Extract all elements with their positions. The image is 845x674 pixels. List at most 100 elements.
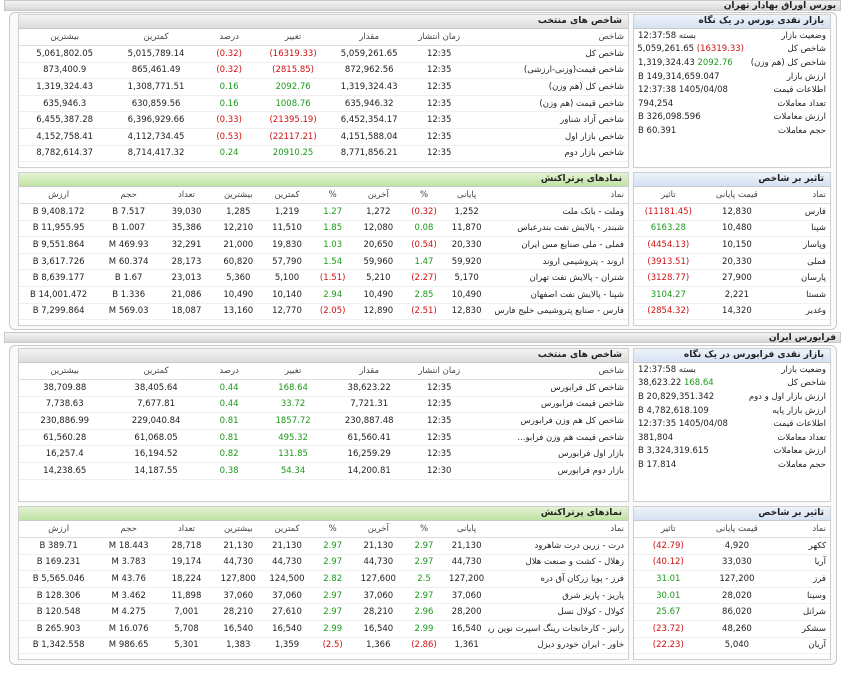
thead: شاخص زمان انتشار مقدار تغییر درصد کمترین بیشتر…: [19, 363, 628, 380]
header-row: نماد پایانی% آخرین% کمترین بیشترین تعداد حجم ار…: [19, 187, 628, 204]
cell: 3,617.726 B: [19, 253, 99, 271]
cell: 11,955.95 B: [19, 220, 99, 238]
row: فرز - پویا زرکان آق دره 127,200 2.5 127,600…: [19, 570, 628, 588]
cell: 3104.27: [634, 286, 703, 304]
column-header: آخرین: [353, 187, 403, 204]
cell: 38,709.88: [19, 379, 111, 397]
summary-row: ارزش بازار اول و دوم 20,829,351.342 B: [634, 390, 830, 404]
cell: (2.51): [402, 303, 446, 321]
thead: نماد پایانی% آخرین% کمترین بیشترین تعداد حجم ار…: [19, 521, 628, 538]
summary-value: 326,098.596 B: [634, 111, 746, 125]
cell: شاخص کل هم وزن فرابورس: [469, 412, 628, 430]
cell: فملی - ملی صنایع مس ایران: [487, 236, 628, 254]
cell: 11,870: [445, 220, 488, 238]
cell: 0.16: [201, 78, 257, 96]
cell: 1.47: [402, 253, 446, 271]
cell: 2.96: [402, 603, 446, 621]
cell: 37,060: [213, 587, 263, 605]
active-panel: نمادهای پرتراکنش نماد پایانی% آخرین% کمترین ب…: [18, 506, 629, 660]
cell: آریان: [771, 637, 830, 655]
cell: سشکر: [771, 620, 830, 638]
row: فرز 127,200 31.01: [634, 570, 830, 588]
row: پاریز - پاریز شرق 37,060 2.97 37,060 2.97 37,…: [19, 587, 628, 605]
value: 60.391 B: [638, 125, 677, 136]
header-row: نماد پایانی% آخرین% کمترین بیشترین تعداد حجم ار…: [19, 521, 628, 538]
cell: 10,150: [702, 236, 772, 254]
cell: 25.67: [634, 603, 703, 621]
column-header: شاخص: [469, 363, 628, 380]
cell: 31.01: [634, 570, 703, 588]
cell: 168.64: [256, 379, 330, 397]
summary-value: 20,829,351.342 B: [634, 390, 746, 404]
summary-value: 1405/04/08 12:37:35: [634, 417, 746, 431]
cell: 7.517 B: [98, 203, 160, 221]
cell: 12:35: [408, 379, 470, 397]
cell: 12:35: [408, 145, 470, 163]
cell: 127,600: [353, 570, 403, 588]
row: پارسان 27,900 (3128.77): [634, 269, 830, 287]
cell: 32,291: [159, 236, 214, 254]
cell: 86,020: [702, 603, 772, 621]
value: 4,782,618.109 B: [638, 405, 709, 416]
cell: 0.81: [201, 412, 257, 430]
value: 3,324,319.615 B: [638, 446, 709, 457]
cell: 16,194.52: [110, 445, 202, 463]
summary-row: تعداد معاملات 794,254: [634, 97, 830, 111]
cell: 569.03 M: [98, 303, 160, 321]
value: 1,319,324.43: [638, 57, 695, 68]
cell: 3.783 M: [98, 554, 160, 572]
thead: نماد قیمت پایانی تاثیر: [634, 187, 830, 204]
value: 1405/04/08 12:37:35: [638, 419, 728, 430]
cell: (0.54): [402, 236, 446, 254]
column-header: بیشترین: [213, 187, 263, 204]
cell: 61,560.28: [19, 429, 111, 447]
cell: 10,490: [213, 286, 263, 304]
cell: 21,130: [353, 537, 403, 555]
indices-panel: شاخص های منتخب شاخص زمان انتشار مقدار تغییر د…: [18, 14, 629, 168]
cell: 19,830: [262, 236, 312, 254]
cell: 10,480: [702, 220, 772, 238]
cell: 6,452,354.17: [329, 111, 409, 129]
summary-label: اطلاعات قیمت: [773, 85, 826, 96]
cell: شاخص کل فرابورس: [469, 379, 628, 397]
column-header: کمترین: [262, 187, 312, 204]
panel-title: شاخص های منتخب: [19, 349, 628, 363]
tbody: شاخص کل 12:35 5,059,261.65 (16319.33) (0.32)…: [19, 45, 628, 163]
summary-label: تعداد معاملات: [777, 98, 826, 109]
cell: 20,650: [353, 236, 403, 254]
cell: 873,400.9: [19, 62, 111, 80]
cell: شپنا: [771, 220, 830, 238]
column-header: نماد: [771, 187, 830, 204]
cell: درت - زرین درت شاهرود: [487, 537, 628, 555]
cell: 10,490: [445, 286, 488, 304]
row: سشکر 48,260 (23.72): [634, 620, 830, 638]
cell: 1,272: [353, 203, 403, 221]
indices-table: شاخص زمان انتشار مقدار تغییر درصد کمترین بیشتر…: [19, 29, 628, 163]
tbody: ککهر 4,920 (42.79) آریا 33,030 (40.12) فرز 127,…: [634, 537, 830, 655]
header-row: شاخص زمان انتشار مقدار تغییر درصد کمترین بیشتر…: [19, 363, 628, 380]
summary-label: حجم معاملات: [778, 459, 826, 470]
value: 38,623.22: [638, 378, 682, 389]
cell: 8,639.177 B: [19, 269, 99, 287]
row: شاخص قیمت هم وزن فرابو... 12:35 61,560.41 4…: [19, 429, 628, 447]
active-panel: نمادهای پرتراکنش نماد پایانی% آخرین% کمترین ب…: [18, 172, 629, 326]
row: شاخص کل فرابورس 12:35 38,623.22 168.64 0.44 3…: [19, 379, 628, 397]
cell: 28,718: [159, 537, 214, 555]
cell: (22.23): [634, 637, 703, 655]
cell: شاخص کل (هم وزن): [469, 78, 628, 96]
column-header: مقدار: [329, 29, 409, 46]
cell: 12:35: [408, 45, 470, 63]
row: وملت - بانک ملت 1,252 (0.32) 1,272 1.27 1,219…: [19, 203, 628, 221]
cell: 12,830: [445, 303, 488, 321]
column-header: زمان انتشار: [408, 363, 470, 380]
cell: شاخص کل: [469, 45, 628, 63]
cell: شاخص آزاد شناور: [469, 111, 628, 129]
change: 2092.76: [697, 57, 733, 68]
tbody: شاخص کل فرابورس 12:35 38,623.22 168.64 0.44 3…: [19, 379, 628, 480]
impact-panel: تاثیر بر شاخص نماد قیمت پایانی تاثیر ککهر 4,9…: [633, 506, 831, 660]
cell: 0.81: [201, 429, 257, 447]
cell: (0.33): [201, 111, 257, 129]
column-header: درصد: [201, 363, 257, 380]
cell: (3128.77): [634, 269, 703, 287]
cell: 33.72: [256, 396, 330, 414]
